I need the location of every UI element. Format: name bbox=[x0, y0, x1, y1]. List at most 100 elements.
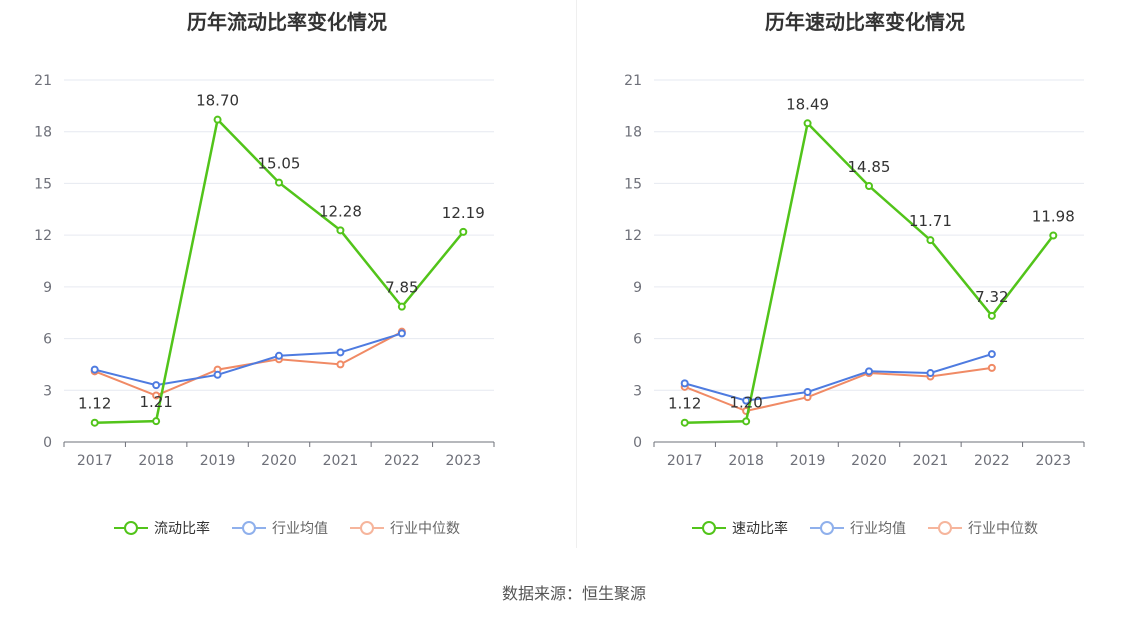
series-line-avg bbox=[684, 353, 993, 402]
y-tick-label: 18 bbox=[624, 125, 642, 141]
series-line-median bbox=[684, 366, 993, 413]
x-tick-label: 2018 bbox=[138, 453, 174, 469]
series-line-avg bbox=[94, 332, 403, 387]
x-tick-label: 2019 bbox=[200, 453, 236, 469]
y-tick-label: 21 bbox=[624, 73, 642, 89]
legend-swatch-main bbox=[114, 521, 148, 535]
legend-item-main[interactable]: 流动比率 bbox=[114, 518, 210, 538]
data-point bbox=[397, 302, 406, 311]
data-label: 18.49 bbox=[786, 95, 829, 113]
x-tick-label: 2020 bbox=[851, 453, 887, 469]
x-tick-label: 2021 bbox=[323, 453, 359, 469]
data-label: 7.85 bbox=[385, 279, 418, 297]
data-label: 1.21 bbox=[139, 393, 172, 411]
legend-label: 行业中位数 bbox=[968, 521, 1038, 537]
x-tick-label: 2023 bbox=[1035, 453, 1071, 469]
data-point bbox=[90, 418, 99, 427]
quick-ratio-chart: 0 3 6 9 12 15 18 21 2017 2018 2019 2020 2021 2022 2023… bbox=[624, 73, 1085, 469]
data-point bbox=[459, 227, 468, 236]
data-point bbox=[90, 365, 99, 374]
quick-ratio-panel: 历年速动比率变化情况 0 3 6 9 12 15 18 21 2017 2018 2019 2020 2… bbox=[578, 0, 1148, 560]
legend-swatch-median bbox=[928, 521, 962, 535]
legend-label: 行业均值 bbox=[850, 521, 906, 537]
data-point bbox=[1049, 231, 1058, 240]
x-tick-label: 2019 bbox=[790, 453, 826, 469]
data-point bbox=[275, 178, 283, 187]
data-point bbox=[680, 418, 689, 427]
legend-item-median[interactable]: 行业中位数 bbox=[928, 518, 1038, 538]
legend-label: 行业均值 bbox=[272, 521, 328, 537]
data-point bbox=[336, 348, 345, 357]
data-label: 1.12 bbox=[668, 395, 701, 413]
legend: 速动比率 行业均值 行业中位数 bbox=[578, 518, 1148, 538]
y-tick-label: 3 bbox=[633, 383, 642, 399]
chart-title: 历年流动比率变化情况 bbox=[187, 10, 387, 34]
current-ratio-panel: 历年流动比率变化情况 0 3 6 9 12 15 18 21 2017 2018 2019 2020 2… bbox=[0, 0, 574, 560]
data-point bbox=[987, 311, 996, 320]
data-point bbox=[926, 236, 935, 245]
y-tick-label: 9 bbox=[43, 280, 52, 296]
data-point bbox=[803, 388, 812, 397]
y-tick-label: 18 bbox=[34, 125, 52, 141]
y-tick-label: 6 bbox=[43, 332, 52, 348]
data-label: 14.85 bbox=[848, 158, 891, 176]
series-line-median bbox=[94, 330, 403, 397]
y-tick-label: 15 bbox=[34, 176, 52, 192]
data-point bbox=[275, 351, 283, 360]
data-point bbox=[987, 363, 996, 372]
legend: 流动比率 行业均值 行业中位数 bbox=[0, 518, 574, 538]
panel-divider bbox=[576, 0, 577, 548]
legend-swatch-median bbox=[350, 521, 384, 535]
chart-title: 历年速动比率变化情况 bbox=[765, 10, 965, 34]
data-label: 15.05 bbox=[258, 155, 301, 173]
legend-item-main[interactable]: 速动比率 bbox=[692, 518, 788, 538]
legend-label: 行业中位数 bbox=[390, 521, 460, 537]
y-tick-label: 15 bbox=[624, 176, 642, 192]
data-point bbox=[680, 379, 689, 388]
x-tick-label: 2023 bbox=[445, 453, 481, 469]
legend-swatch-main bbox=[692, 521, 726, 535]
y-tick-label: 0 bbox=[43, 435, 52, 451]
y-tick-label: 12 bbox=[624, 228, 642, 244]
data-label: 12.28 bbox=[319, 202, 362, 220]
x-tick-label: 2017 bbox=[77, 453, 113, 469]
legend-label: 速动比率 bbox=[732, 521, 788, 537]
legend-swatch-avg bbox=[232, 521, 266, 535]
y-tick-label: 6 bbox=[633, 332, 642, 348]
current-ratio-chart: 0 3 6 9 12 15 18 21 2017 2018 2019 2020 2021 2022 2023… bbox=[34, 73, 495, 469]
y-tick-label: 21 bbox=[34, 73, 52, 89]
x-tick-label: 2017 bbox=[667, 453, 703, 469]
data-label: 12.19 bbox=[442, 204, 485, 222]
data-label: 11.71 bbox=[909, 212, 952, 230]
data-point bbox=[865, 367, 873, 376]
data-point bbox=[397, 329, 406, 338]
data-point bbox=[803, 119, 812, 128]
data-point bbox=[926, 369, 935, 378]
data-label: 11.98 bbox=[1032, 207, 1075, 225]
data-point bbox=[152, 381, 161, 390]
data-point bbox=[213, 115, 222, 124]
x-tick-label: 2020 bbox=[261, 453, 297, 469]
data-point bbox=[213, 370, 222, 379]
x-tick-label: 2018 bbox=[728, 453, 764, 469]
data-label: 1.12 bbox=[78, 395, 111, 413]
y-tick-label: 0 bbox=[633, 435, 642, 451]
data-point bbox=[152, 391, 161, 400]
data-point bbox=[987, 350, 996, 359]
x-tick-label: 2022 bbox=[384, 453, 420, 469]
data-point bbox=[865, 182, 873, 191]
legend-item-avg[interactable]: 行业均值 bbox=[810, 518, 906, 538]
legend-swatch-avg bbox=[810, 521, 844, 535]
legend-label: 流动比率 bbox=[154, 521, 210, 537]
x-tick-label: 2022 bbox=[974, 453, 1010, 469]
legend-item-avg[interactable]: 行业均值 bbox=[232, 518, 328, 538]
data-point bbox=[336, 226, 345, 235]
data-point bbox=[152, 417, 161, 426]
legend-item-median[interactable]: 行业中位数 bbox=[350, 518, 460, 538]
data-label: 1.20 bbox=[729, 393, 762, 411]
y-tick-label: 9 bbox=[633, 280, 642, 296]
x-tick-label: 2021 bbox=[913, 453, 949, 469]
y-tick-label: 12 bbox=[34, 228, 52, 244]
data-point bbox=[336, 360, 345, 369]
y-tick-label: 3 bbox=[43, 383, 52, 399]
